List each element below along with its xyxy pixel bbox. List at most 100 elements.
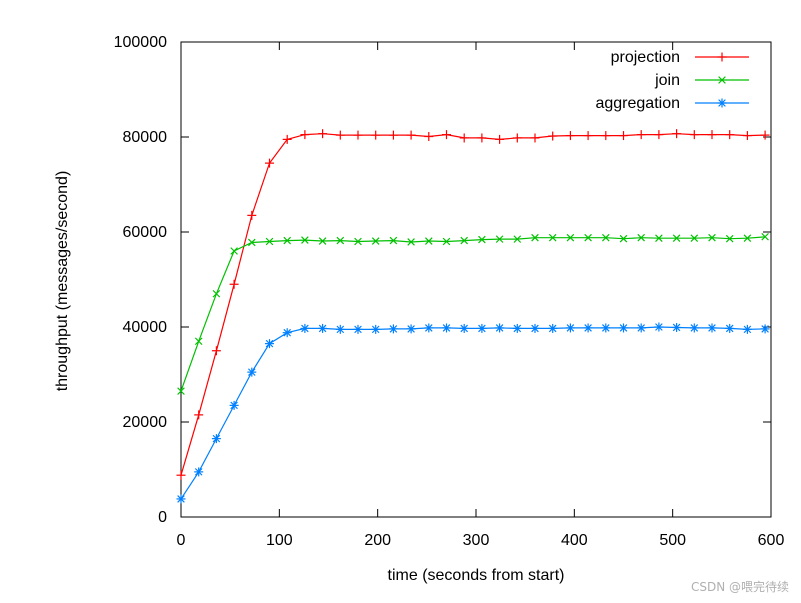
point-aggregation-3 (229, 400, 239, 410)
point-join-14 (425, 237, 433, 245)
point-aggregation-15 (442, 323, 451, 333)
point-join-22 (566, 233, 575, 242)
point-join-10 (354, 237, 362, 246)
legend-label-aggregation: aggregation (595, 95, 680, 112)
point-projection-22 (565, 131, 575, 141)
point-aggregation-18 (495, 323, 505, 333)
point-aggregation-23 (583, 323, 593, 333)
legend: projection join aggregation (595, 49, 749, 112)
point-aggregation-14 (424, 323, 434, 333)
point-projection-17 (477, 133, 487, 143)
point-aggregation-9 (335, 324, 345, 334)
point-projection-19 (512, 133, 522, 143)
point-join-32 (743, 234, 752, 242)
point-aggregation-27 (654, 322, 664, 332)
legend-marker-join (718, 76, 726, 84)
point-join-30 (708, 233, 716, 242)
x-tick-label-3: 300 (463, 532, 490, 549)
point-projection-6 (282, 134, 292, 144)
point-projection-32 (742, 131, 752, 141)
point-projection-27 (654, 130, 664, 140)
x-tick-label-4: 400 (561, 532, 588, 549)
point-projection-4 (247, 210, 257, 220)
point-aggregation-30 (707, 323, 717, 333)
point-projection-18 (495, 134, 505, 144)
point-projection-31 (725, 130, 735, 140)
point-aggregation-10 (353, 324, 363, 334)
point-join-28 (672, 234, 681, 242)
x-tick-label-0: 0 (177, 532, 186, 549)
point-join-7 (301, 236, 309, 244)
x-tick-label-1: 100 (266, 532, 293, 549)
point-aggregation-12 (388, 324, 398, 334)
point-aggregation-16 (459, 323, 469, 333)
point-aggregation-29 (689, 323, 699, 333)
point-projection-29 (689, 130, 699, 140)
point-projection-20 (530, 133, 540, 143)
point-projection-14 (424, 132, 434, 142)
point-aggregation-13 (406, 324, 416, 334)
point-aggregation-22 (565, 323, 575, 333)
point-join-1 (194, 337, 203, 346)
y-tick-label-1: 20000 (123, 414, 168, 431)
point-projection-11 (371, 130, 381, 140)
point-projection-9 (335, 130, 345, 140)
line-projection (180, 133, 766, 476)
point-aggregation-33 (760, 324, 770, 334)
point-projection-21 (548, 131, 558, 141)
point-aggregation-17 (477, 323, 487, 333)
y-tick-label-0: 0 (158, 509, 167, 526)
y-tick-label-2: 40000 (123, 319, 168, 336)
point-aggregation-0 (176, 494, 186, 504)
legend-marker-aggregation (717, 98, 727, 108)
watermark: CSDN @喂完待续 (690, 580, 789, 594)
point-projection-7 (300, 130, 310, 140)
point-join-19 (513, 235, 522, 243)
point-aggregation-1 (194, 467, 204, 477)
point-projection-24 (601, 131, 611, 141)
plot-border (180, 41, 772, 518)
point-aggregation-31 (725, 323, 735, 333)
point-join-5 (265, 237, 274, 246)
point-join-20 (531, 233, 539, 242)
point-join-27 (655, 234, 663, 242)
point-aggregation-26 (636, 323, 646, 333)
point-join-12 (389, 236, 398, 245)
point-join-26 (637, 233, 645, 242)
point-aggregation-21 (548, 323, 558, 333)
point-aggregation-4 (247, 367, 257, 377)
point-projection-25 (619, 131, 628, 141)
point-aggregation-5 (265, 339, 274, 349)
line-join (180, 236, 766, 392)
point-projection-26 (636, 130, 646, 140)
point-projection-5 (265, 158, 274, 168)
x-tick-label-6: 600 (758, 532, 785, 549)
point-projection-16 (459, 133, 469, 143)
point-join-29 (690, 234, 699, 242)
point-join-0 (177, 387, 185, 395)
point-join-15 (442, 237, 451, 246)
legend-label-join: join (654, 72, 680, 89)
point-aggregation-20 (530, 323, 540, 333)
point-projection-30 (707, 130, 717, 140)
point-aggregation-25 (619, 323, 628, 333)
x-tick-label-2: 200 (364, 532, 391, 549)
point-aggregation-6 (282, 328, 292, 338)
y-axis-label: throughput (messages/second) (54, 171, 71, 392)
point-aggregation-7 (300, 323, 310, 333)
point-join-25 (619, 234, 628, 243)
point-projection-33 (760, 130, 770, 140)
axes: 0 20000 40000 60000 80000 100000 0 100 200 300 400… (114, 34, 785, 549)
point-join-8 (318, 237, 327, 245)
point-projection-12 (388, 130, 398, 140)
point-projection-23 (583, 131, 593, 141)
point-aggregation-11 (371, 324, 381, 334)
point-join-13 (407, 238, 415, 246)
point-projection-15 (442, 130, 451, 140)
point-join-4 (248, 238, 256, 247)
point-join-31 (725, 234, 734, 243)
point-projection-2 (211, 346, 221, 356)
point-join-18 (495, 235, 504, 243)
point-join-24 (602, 233, 610, 242)
series-join (177, 232, 769, 395)
